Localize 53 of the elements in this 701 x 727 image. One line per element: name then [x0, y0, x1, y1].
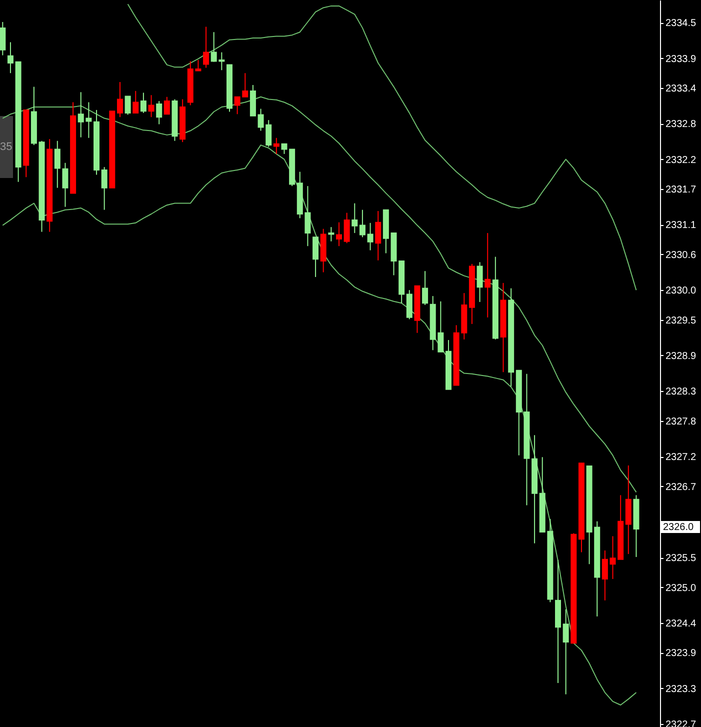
- candlestick: [328, 226, 334, 242]
- candlestick: [422, 270, 428, 306]
- line-series: [2, 96, 637, 493]
- y-tick-label: 2323.3: [666, 684, 697, 695]
- y-tick-label: 2324.4: [666, 618, 697, 630]
- candlestick: [273, 137, 280, 154]
- y-tick-label: 2327.2: [666, 452, 697, 464]
- y-tick-label: 2330.0: [666, 286, 697, 297]
- y-tick-label: 2326.7: [666, 482, 697, 493]
- line-series: [127, 4, 637, 291]
- candlestick: [164, 96, 170, 115]
- candlestick: [476, 262, 483, 302]
- label-box: 35: [0, 116, 13, 178]
- y-tick-label: 2333.9: [666, 54, 697, 65]
- y-tick-label: 2331.1: [666, 220, 697, 232]
- text: 2326.0: [663, 522, 694, 533]
- candlestick: [156, 100, 162, 125]
- candlestick: [359, 209, 366, 238]
- y-tick-label: 2327.8: [666, 416, 697, 428]
- candlestick: [148, 94, 154, 118]
- candlestick: [344, 212, 350, 244]
- candlestick: [281, 143, 288, 154]
- y-tick-label: 2329.5: [666, 315, 697, 326]
- candlestick: [367, 222, 374, 251]
- y-tick-label: 2332.8: [666, 119, 697, 130]
- y-tick-label: 2328.9: [666, 350, 697, 362]
- candlestick: [54, 140, 60, 188]
- y-tick-label: 2332.2: [666, 154, 697, 166]
- candlestick: [352, 202, 358, 234]
- candlestick: [116, 82, 123, 118]
- candlestick: [132, 90, 139, 114]
- y-tick-label: 2334.5: [666, 18, 697, 30]
- candlestick: [375, 210, 382, 261]
- candlestick: [312, 236, 319, 278]
- y-tick-label: 2325.0: [666, 582, 697, 594]
- y-tick-label: 2325.5: [666, 553, 697, 564]
- candlestick: [484, 232, 491, 318]
- y-tick-label: 2323.9: [666, 648, 697, 660]
- candlestick: [7, 42, 14, 74]
- candlestick: [62, 162, 68, 208]
- candlestick: [124, 96, 131, 116]
- candlestick: [602, 550, 608, 601]
- y-tick-label: 2333.4: [666, 83, 697, 94]
- candlestick: [0, 21, 6, 56]
- candlestick: [336, 222, 342, 247]
- candlestick: [101, 166, 108, 210]
- candlestick: [203, 26, 210, 68]
- y-tick-label: 2331.7: [666, 184, 697, 196]
- candlestick: [406, 290, 412, 320]
- y-tick-label: 2328.3: [666, 386, 697, 398]
- y-tick-label: 2330.6: [666, 250, 697, 261]
- candlestick: [140, 92, 146, 114]
- candlestick: [562, 608, 569, 695]
